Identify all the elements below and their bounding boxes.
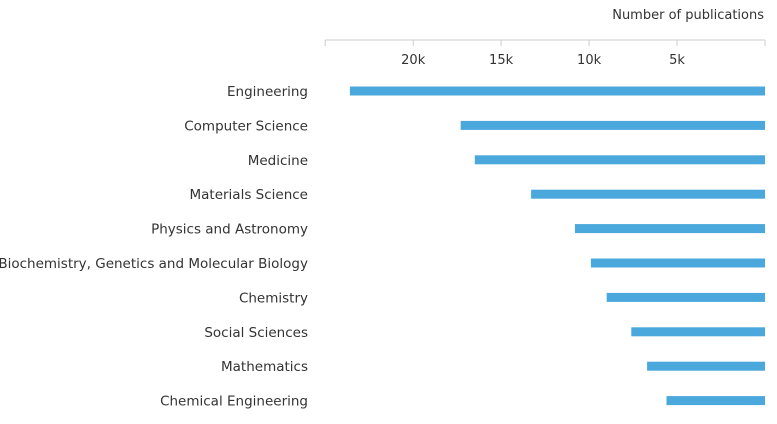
x-axis-title: Number of publications bbox=[612, 8, 764, 23]
category-labels: Engineering Computer Science Medicine Mater… bbox=[0, 84, 308, 410]
category-label: Physics and Astronomy bbox=[151, 222, 308, 238]
bar bbox=[460, 120, 765, 130]
category-label: Mathematics bbox=[221, 359, 308, 375]
category-label: Materials Science bbox=[189, 187, 308, 203]
bars-group bbox=[349, 86, 765, 406]
bar bbox=[590, 258, 765, 268]
bar bbox=[349, 86, 765, 96]
bar bbox=[606, 292, 765, 302]
x-tick-label: 20k bbox=[401, 53, 426, 68]
bar bbox=[631, 327, 765, 337]
bar bbox=[575, 224, 765, 234]
category-label: Social Sciences bbox=[204, 325, 308, 341]
x-axis-ticks: 20k 15k 10k 5k bbox=[324, 40, 766, 68]
x-tick-label: 10k bbox=[577, 53, 602, 68]
category-label: Computer Science bbox=[184, 118, 308, 134]
bar bbox=[474, 155, 765, 165]
bar bbox=[531, 189, 765, 199]
category-label: Chemical Engineering bbox=[160, 394, 308, 410]
x-tick-label: 15k bbox=[489, 53, 514, 68]
category-label: Engineering bbox=[227, 84, 308, 100]
bar bbox=[666, 396, 765, 406]
category-label: Medicine bbox=[248, 153, 308, 169]
category-label: Biochemistry, Genetics and Molecular Bio… bbox=[0, 256, 308, 272]
x-tick-label: 5k bbox=[669, 53, 685, 68]
category-label: Chemistry bbox=[239, 290, 308, 306]
bar bbox=[647, 361, 765, 371]
